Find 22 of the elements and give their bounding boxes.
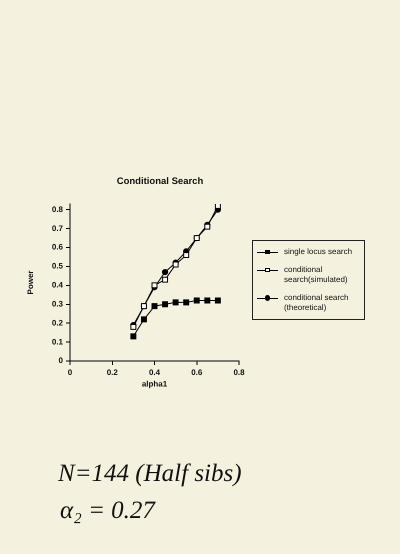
x-tick-label: 0.4 — [148, 368, 161, 378]
legend-label: conditional search(simulated) — [284, 265, 349, 285]
y-tick-label: 0.4 — [52, 280, 64, 290]
x-tick-label: 0.8 — [233, 368, 246, 378]
y-tick-label: 0.7 — [52, 224, 64, 233]
x-tick-label: 0.6 — [191, 368, 203, 378]
y-tick-label: 0.2 — [52, 318, 64, 328]
legend-label: single locus search — [284, 247, 354, 257]
y-tick-label: 0 — [58, 356, 64, 366]
y-tick-label: 0.8 — [52, 204, 64, 214]
y-tick-label: 0.1 — [52, 337, 64, 346]
y-axis-title: Power — [26, 270, 36, 295]
y-tick-label: 0.6 — [52, 242, 64, 252]
chart-title: Conditional Search — [116, 176, 204, 187]
text: N=144 (Half sibs) — [58, 460, 242, 488]
x-tick-label: 0.2 — [106, 368, 118, 378]
legend-label: conditional search (theoretical) — [284, 293, 350, 313]
x-tick-label: 0 — [68, 368, 73, 378]
y-tick-label: 0.3 — [52, 299, 64, 308]
y-tick-label: 0.5 — [52, 262, 64, 271]
text: α₂ = 0.27 — [60, 497, 155, 525]
x-axis-title: alpha1 — [142, 379, 168, 388]
